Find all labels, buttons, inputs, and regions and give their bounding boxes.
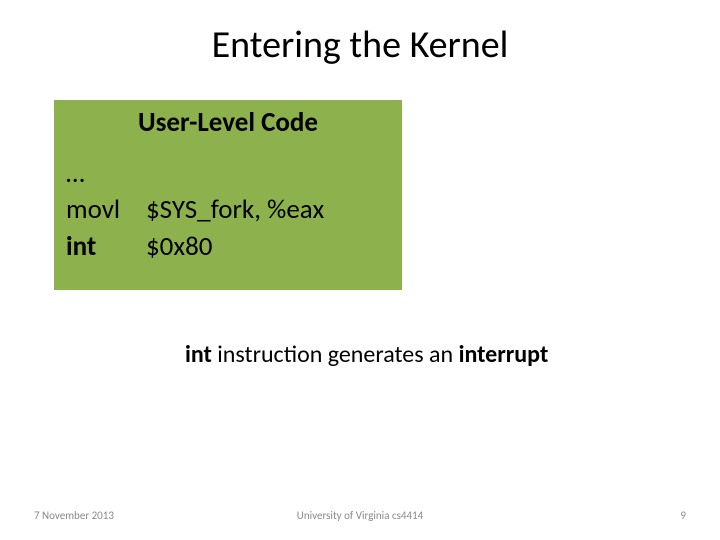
footer-page-number: 9	[680, 509, 686, 522]
explain-strong-int: int	[185, 340, 212, 369]
slide-title: Entering the Kernel	[0, 22, 720, 68]
code-line-0: …	[66, 156, 324, 192]
explanation-text: int instruction generates an interrupt	[185, 340, 548, 369]
explain-strong-interrupt: interrupt	[459, 340, 549, 369]
code-l1-mnemonic: movl	[66, 192, 146, 228]
code-box-title: User-Level Code	[54, 106, 402, 139]
code-l2-args: $0x80	[146, 229, 212, 265]
explain-mid: instruction generates an	[212, 340, 459, 369]
slide: Entering the Kernel User-Level Code … mo…	[0, 0, 720, 540]
code-l1-args: $SYS_fork, %eax	[146, 192, 324, 228]
code-line-2: int $0x80	[66, 229, 324, 265]
code-line-1: movl $SYS_fork, %eax	[66, 192, 324, 228]
code-lines: … movl $SYS_fork, %eax int $0x80	[66, 156, 324, 265]
footer-course: University of Virginia cs4414	[0, 509, 720, 522]
code-box: User-Level Code … movl $SYS_fork, %eax i…	[54, 100, 402, 290]
code-l2-mnemonic: int	[66, 229, 146, 265]
code-l0: …	[66, 156, 85, 192]
